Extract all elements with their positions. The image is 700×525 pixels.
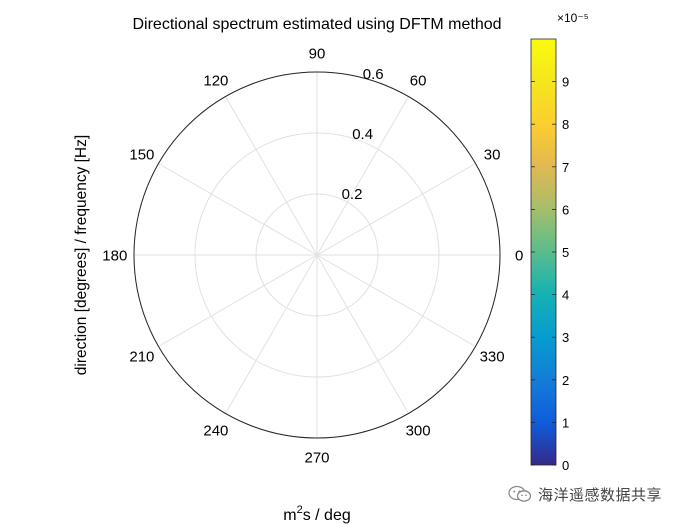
colorbar-tick-label: 9 bbox=[562, 75, 569, 90]
angular-grid-line bbox=[225, 254, 318, 414]
colorbar-tick-label: 4 bbox=[562, 288, 569, 303]
colorbar-tick-label: 0 bbox=[562, 458, 569, 473]
angular-tick-label: 240 bbox=[203, 423, 228, 440]
watermark-text: 海洋遥感数据共享 bbox=[538, 486, 663, 504]
angular-grid-line bbox=[158, 163, 318, 256]
angular-grid-line bbox=[316, 254, 476, 347]
angular-grid-line bbox=[316, 163, 476, 256]
colorbar-tick-label: 8 bbox=[562, 117, 569, 132]
colorbar-tick-label: 1 bbox=[562, 415, 569, 430]
angular-grid-line bbox=[225, 96, 318, 256]
colorbar-exponent: ×10⁻⁵ bbox=[557, 11, 589, 25]
angular-tick-label: 150 bbox=[129, 146, 154, 163]
radial-tick-labels: 0.2 0.4 0.6 bbox=[342, 66, 384, 203]
y-axis-label: direction [degrees] / frequency [Hz] bbox=[73, 135, 90, 375]
watermark: 海洋遥感数据共享 bbox=[508, 481, 698, 507]
angular-tick-label: 0 bbox=[515, 248, 523, 265]
angular-tick-label: 180 bbox=[102, 248, 127, 265]
colorbar-unit-label: m2s / deg bbox=[283, 504, 350, 524]
angular-tick-label: 120 bbox=[203, 72, 228, 89]
radial-tick-label: 0.6 bbox=[363, 66, 384, 83]
angular-grid-line bbox=[158, 254, 318, 347]
angular-tick-label: 90 bbox=[309, 45, 326, 62]
angular-grid-line bbox=[316, 254, 409, 414]
colorbar-tick-label: 7 bbox=[562, 160, 569, 175]
chart-title: Directional spectrum estimated using DFT… bbox=[132, 16, 501, 33]
colorbar-tick-label: 5 bbox=[562, 245, 569, 260]
angular-tick-label: 60 bbox=[410, 72, 427, 89]
angular-tick-label: 30 bbox=[484, 146, 501, 163]
angular-tick-label: 210 bbox=[129, 349, 154, 366]
radial-tick-label: 0.4 bbox=[352, 126, 373, 143]
radial-tick-label: 0.2 bbox=[342, 186, 363, 203]
angular-tick-labels: 0 30 60 90 120 150 180 210 240 270 300 330 bbox=[102, 45, 523, 466]
wechat-icon bbox=[508, 485, 532, 502]
colorbar-tick-label: 3 bbox=[562, 330, 569, 345]
colorbar-tick-label: 6 bbox=[562, 202, 569, 217]
angular-grid-line bbox=[316, 96, 409, 256]
angular-tick-label: 330 bbox=[480, 349, 505, 366]
angular-tick-label: 300 bbox=[406, 423, 431, 440]
polar-grid bbox=[133, 71, 501, 439]
polar-boundary bbox=[133, 71, 501, 439]
angular-tick-label: 270 bbox=[304, 450, 329, 467]
colorbar-ticks: 0 1 2 3 4 5 6 7 8 9 bbox=[531, 75, 569, 473]
polar-outline bbox=[133, 71, 501, 439]
colorbar-tick-label: 2 bbox=[562, 373, 569, 388]
